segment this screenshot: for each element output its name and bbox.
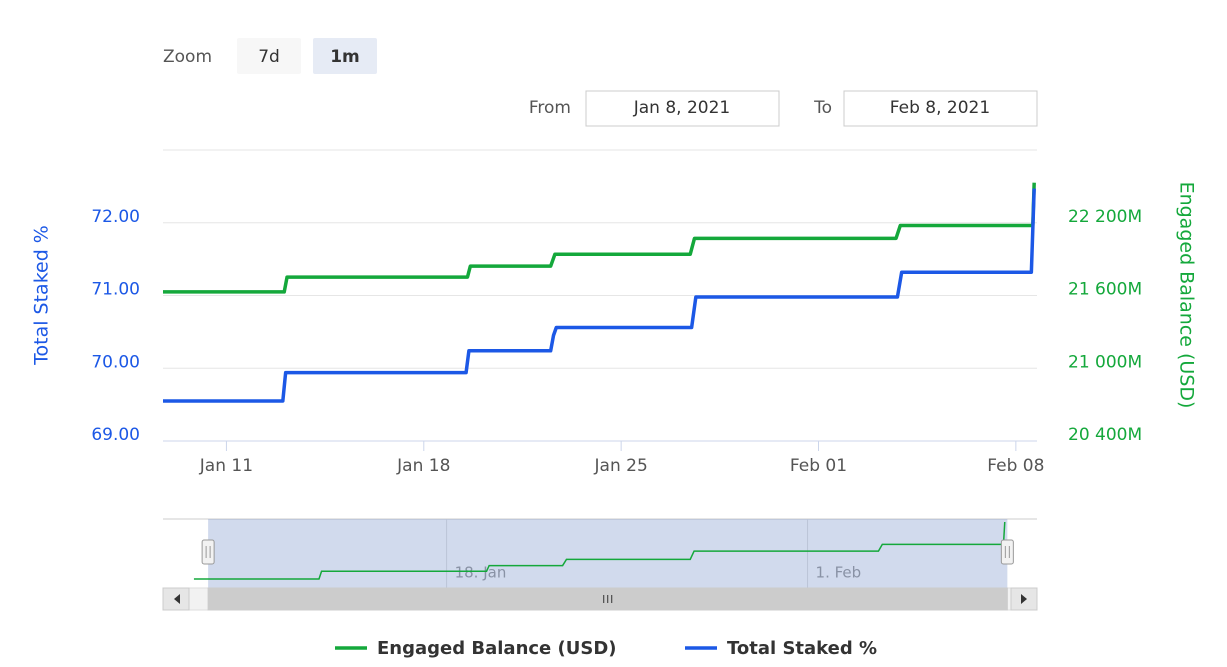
from-value: Jan 8, 2021 — [633, 98, 731, 118]
y2-tick-label: 21 000M — [1068, 352, 1142, 372]
legend-label[interactable]: Total Staked % — [727, 638, 877, 659]
zoom-label: Zoom — [163, 47, 212, 67]
navigator-handle-grip — [1004, 546, 1010, 558]
x-tick-label: Jan 18 — [396, 456, 450, 476]
legend-label[interactable]: Engaged Balance (USD) — [377, 638, 617, 659]
y2-tick-label: 20 400M — [1068, 425, 1142, 445]
x-tick-label: Jan 11 — [199, 456, 253, 476]
y-axis-title: Total Staked % — [31, 225, 53, 366]
navigator: 18. Jan 1. Feb — [193, 519, 1014, 588]
navigator-handle[interactable] — [1000, 539, 1014, 565]
navigator-handle[interactable] — [201, 539, 215, 565]
navigator-series — [193, 521, 1006, 580]
x-tick-label: Jan 25 — [594, 456, 648, 476]
series-line — [163, 188, 1036, 403]
zoom-button-label: 1m — [330, 47, 360, 67]
y2-tick-label: 22 200M — [1068, 207, 1142, 227]
navigator-mask — [208, 519, 1008, 588]
to-label: To — [813, 98, 832, 118]
from-input[interactable] — [585, 90, 780, 127]
y-tick-label: 70.00 — [91, 352, 140, 372]
y-tick-label: 71.00 — [91, 280, 140, 300]
legend: Engaged Balance (USD) Total Staked % — [335, 638, 877, 659]
zoom-button-label: 7d — [258, 47, 280, 67]
scrollbar-thumb-group — [207, 587, 1008, 611]
zoom-button[interactable] — [237, 38, 301, 74]
to-value: Feb 8, 2021 — [890, 98, 990, 118]
y-tick-label: 69.00 — [91, 425, 140, 445]
y2-axis-title: Engaged Balance (USD) — [1176, 182, 1198, 409]
scroll-right-arrow — [1021, 594, 1027, 604]
navigator-handle-grip — [205, 546, 211, 558]
zoom-button[interactable] — [313, 38, 377, 74]
navigator-tick-label: 18. Jan — [455, 564, 507, 582]
from-label: From — [529, 98, 571, 118]
navigator-tick-label: 1. Feb — [816, 564, 862, 582]
series-lines — [163, 182, 1036, 403]
zoom-buttons: 7d 1m — [237, 38, 377, 74]
x-tick-label: Feb 08 — [987, 456, 1044, 476]
series-line — [163, 182, 1036, 294]
y-tick-label: 72.00 — [91, 207, 140, 227]
scrollbar-grip — [603, 595, 613, 603]
scroll-left-arrow — [174, 594, 180, 604]
y2-tick-label: 21 600M — [1068, 280, 1142, 300]
to-input[interactable] — [843, 90, 1038, 127]
x-tick-label: Feb 01 — [790, 456, 847, 476]
